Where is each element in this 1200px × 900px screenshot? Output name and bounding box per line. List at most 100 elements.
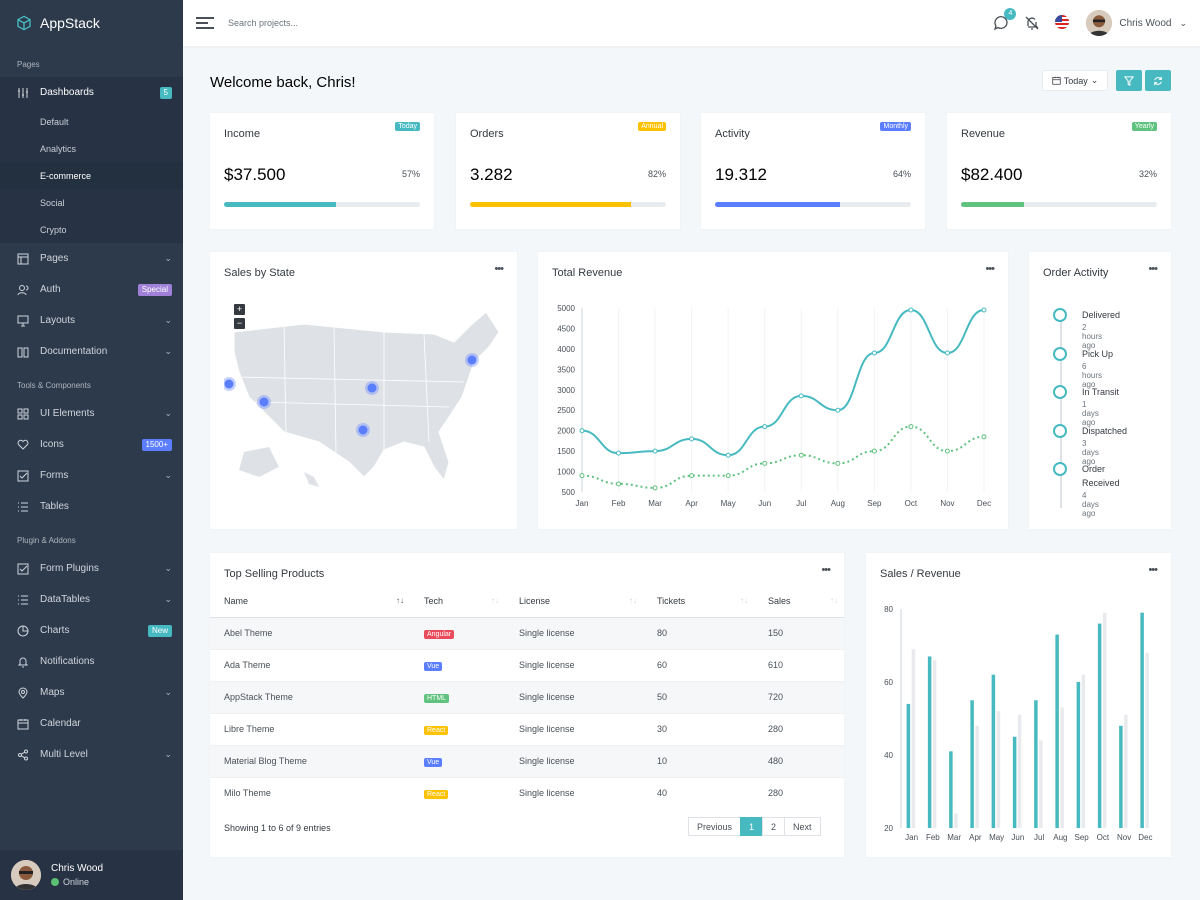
sidebar-item-layouts[interactable]: Layouts ⌄: [0, 305, 183, 336]
sidebar-item-pages[interactable]: Pages ⌄: [0, 243, 183, 274]
column-header-tech[interactable]: Tech ↑↓: [410, 585, 505, 618]
column-header-label: License: [519, 595, 551, 606]
sidebar-item-charts[interactable]: Charts New: [0, 615, 183, 646]
timeline-circle: [1053, 308, 1067, 322]
sales-revenue-chart[interactable]: 20 40 60 80 Jan Feb Mar Apr May Jun Jul Aug Sep Oct No…: [866, 593, 1171, 848]
column-header-name[interactable]: Name ↑↓: [210, 585, 410, 618]
cell-tech: HTML: [410, 680, 505, 713]
x-tick-label: Aug: [831, 499, 845, 508]
date-filter-button[interactable]: Today ⌄: [1042, 70, 1108, 91]
data-point: [689, 436, 695, 442]
timeline-circle: [1053, 347, 1067, 361]
dashboards-badge: 5: [159, 86, 172, 99]
x-tick-label: Mar: [648, 499, 662, 508]
map-zoom-in-button[interactable]: +: [234, 304, 245, 315]
section-header-pages: Pages: [17, 60, 40, 69]
user-status: Online: [51, 877, 103, 887]
chevron-down-icon: ⌄: [164, 470, 172, 480]
topbar-user-name[interactable]: Chris Wood: [1119, 17, 1172, 29]
column-header-license[interactable]: License ↑↓: [505, 585, 643, 618]
cell-tech: React: [410, 712, 505, 745]
column-header-tickets[interactable]: Tickets ↑↓: [643, 585, 754, 618]
filter-button[interactable]: [1116, 70, 1142, 91]
pagination-page-1[interactable]: 1: [740, 817, 764, 836]
avatar[interactable]: [1086, 10, 1113, 36]
sidebar-subitem-default[interactable]: Default: [40, 116, 69, 127]
cell-name: Ada Theme: [210, 648, 410, 681]
cell-sales: 280: [754, 776, 844, 809]
x-tick-label: Jul: [1034, 833, 1044, 842]
sidebar-item-ui-elements[interactable]: UI Elements ⌄: [0, 398, 183, 429]
table-row[interactable]: Abel Theme Angular Single license 80 150: [210, 616, 844, 649]
sidebar-item-calendar[interactable]: Calendar: [0, 708, 183, 739]
map-zoom-out-button[interactable]: −: [234, 318, 245, 329]
data-point: [871, 350, 877, 356]
refresh-button[interactable]: [1145, 70, 1171, 91]
data-point: [689, 473, 695, 479]
table-row[interactable]: Libre Theme React Single license 30 280: [210, 712, 844, 745]
hamburger-menu-icon[interactable]: [196, 14, 214, 32]
sidebar-item-tables[interactable]: Tables: [0, 491, 183, 522]
table-row[interactable]: AppStack Theme HTML Single license 50 72…: [210, 680, 844, 713]
sort-icon: ↑↓: [830, 595, 838, 605]
table-row[interactable]: Ada Theme Vue Single license 60 610: [210, 648, 844, 681]
more-options-icon[interactable]: •••: [821, 564, 831, 576]
search-input[interactable]: [228, 18, 428, 28]
pagination-page-2[interactable]: 2: [762, 817, 786, 836]
bar: [1060, 707, 1064, 828]
sidebar-item-documentation[interactable]: Documentation ⌄: [0, 336, 183, 367]
total-revenue-chart[interactable]: Jan Feb Mar Apr May Jun Jul Aug Sep Oct Nov Dec 500 1…: [538, 292, 1008, 517]
cell-license: Single license: [505, 776, 643, 809]
more-options-icon[interactable]: •••: [1148, 564, 1158, 576]
more-options-icon[interactable]: •••: [1148, 263, 1158, 275]
data-point: [798, 452, 804, 458]
data-point: [762, 424, 768, 430]
sales-revenue-card: Sales / Revenue ••• 20 40 60 80 Jan Feb Mar Apr…: [866, 553, 1171, 857]
sidebar-item-icons[interactable]: Icons 1500+: [0, 429, 183, 460]
sidebar-subitem-social[interactable]: Social: [40, 197, 65, 208]
y-tick-label: 2000: [557, 427, 575, 436]
sidebar-subitem-crypto[interactable]: Crypto: [40, 224, 67, 235]
cell-sales: 480: [754, 744, 844, 777]
sidebar-item-datatables[interactable]: DataTables ⌄: [0, 584, 183, 615]
chevron-down-icon[interactable]: ⌄: [1179, 17, 1187, 28]
sidebar-item-label: Auth: [40, 284, 61, 295]
sidebar-item-label: Calendar: [40, 718, 81, 729]
sidebar-item-multi-level[interactable]: Multi Level ⌄: [0, 739, 183, 770]
table-row[interactable]: Milo Theme React Single license 40 280: [210, 776, 844, 809]
sidebar-item-maps[interactable]: Maps ⌄: [0, 677, 183, 708]
sidebar-user[interactable]: Chris Wood Online: [0, 850, 183, 900]
x-tick-label: Oct: [1097, 833, 1110, 842]
sidebar-item-form-plugins[interactable]: Form Plugins ⌄: [0, 553, 183, 584]
sidebar-item-label: Charts: [40, 625, 70, 636]
sidebar-subitem-analytics[interactable]: Analytics: [40, 143, 77, 154]
pagination-next[interactable]: Next: [784, 817, 821, 836]
pagination-previous[interactable]: Previous: [688, 817, 742, 836]
messages-button[interactable]: 4: [993, 8, 1017, 31]
chevron-down-icon: ⌄: [164, 749, 172, 759]
map-marker-dot: [467, 355, 477, 365]
usa-map[interactable]: [224, 302, 504, 502]
brand[interactable]: AppStack: [0, 0, 183, 46]
sidebar-item-auth[interactable]: Auth Special: [0, 274, 183, 305]
cell-sales: 720: [754, 680, 844, 713]
more-options-icon[interactable]: •••: [985, 263, 995, 275]
heart-icon: [17, 439, 29, 450]
sidebar-item-forms[interactable]: Forms ⌄: [0, 460, 183, 491]
sidebar-item-notifications[interactable]: Notifications: [0, 646, 183, 677]
bar: [1017, 714, 1022, 828]
sidebar-subitem-ecommerce[interactable]: E-commerce: [0, 162, 183, 189]
timeline-time: 3 days ago: [1082, 439, 1099, 466]
progress-fill: [961, 202, 1024, 207]
timeline-line: [1060, 318, 1062, 508]
table-row[interactable]: Material Blog Theme Vue Single license 1…: [210, 744, 844, 777]
language-button[interactable]: [1055, 15, 1071, 31]
more-options-icon[interactable]: •••: [494, 263, 504, 275]
stat-badge: Yearly: [1131, 122, 1157, 131]
notifications-button[interactable]: [1024, 15, 1040, 31]
x-tick-label: Jan: [905, 833, 918, 842]
sidebar-item-dashboards[interactable]: Dashboards 5: [0, 77, 183, 108]
x-tick-label: May: [721, 499, 736, 508]
column-header-sales[interactable]: Sales ↑↓: [754, 585, 844, 618]
data-point: [908, 424, 914, 430]
